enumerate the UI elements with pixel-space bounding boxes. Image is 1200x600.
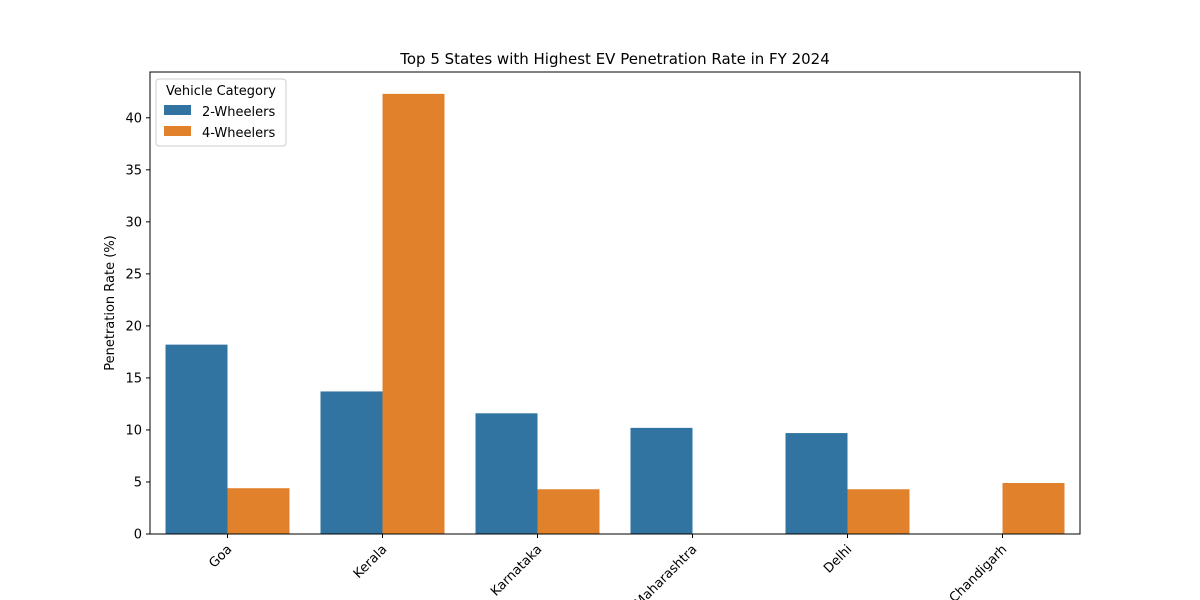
y-axis: 0 5 10 15 20 25 30 35 40 [125,111,150,543]
bar-chandigarh-4-wheelers [1002,483,1065,534]
bar-delhi-2-wheelers [785,433,848,534]
plot-frame [149,71,1081,535]
y-tick-label: 10 [125,423,142,438]
x-tick-label-delhi: Delhi [821,542,855,576]
bar-maharashtra-2-wheelers [630,427,693,534]
y-tick-label: 15 [125,371,142,386]
y-tick-label: 0 [134,528,142,543]
legend-title: Vehicle Category [166,84,276,99]
x-tick-label-goa: Goa [206,542,235,571]
legend-label-4-wheelers: 4-Wheelers [202,126,275,141]
legend: Vehicle Category 2-Wheelers 4-Wheelers [155,78,287,147]
bar-kerala-4-wheelers [382,93,445,534]
bars-layer [165,93,1065,534]
legend-swatch-2-wheelers [164,105,191,115]
bar-karnataka-4-wheelers [537,489,600,534]
x-axis: Goa Kerala Karnataka Maharashtra Delhi Chandi… [206,534,1010,600]
y-tick-label: 5 [134,475,142,490]
bar-goa-4-wheelers [227,488,290,534]
x-tick-label-maharashtra: Maharashtra [632,542,701,600]
bar-kerala-2-wheelers [320,391,383,534]
y-tick-label: 35 [125,163,142,178]
legend-swatch-4-wheelers [164,126,191,136]
chart-title: Top 5 States with Highest EV Penetration… [399,50,830,68]
legend-label-2-wheelers: 2-Wheelers [202,105,275,120]
y-axis-title: Penetration Rate (%) [103,235,118,371]
x-tick-label-karnataka: Karnataka [488,542,545,599]
bar-delhi-4-wheelers [847,489,910,534]
bar-karnataka-2-wheelers [475,413,538,534]
bar-goa-2-wheelers [165,344,228,534]
y-tick-label: 20 [125,319,142,334]
x-tick-label-chandigarh: Chandigarh [947,542,1011,600]
y-tick-label: 40 [125,111,142,126]
y-tick-label: 30 [125,215,142,230]
x-tick-label-kerala: Kerala [351,542,390,581]
y-tick-label: 25 [125,267,142,282]
